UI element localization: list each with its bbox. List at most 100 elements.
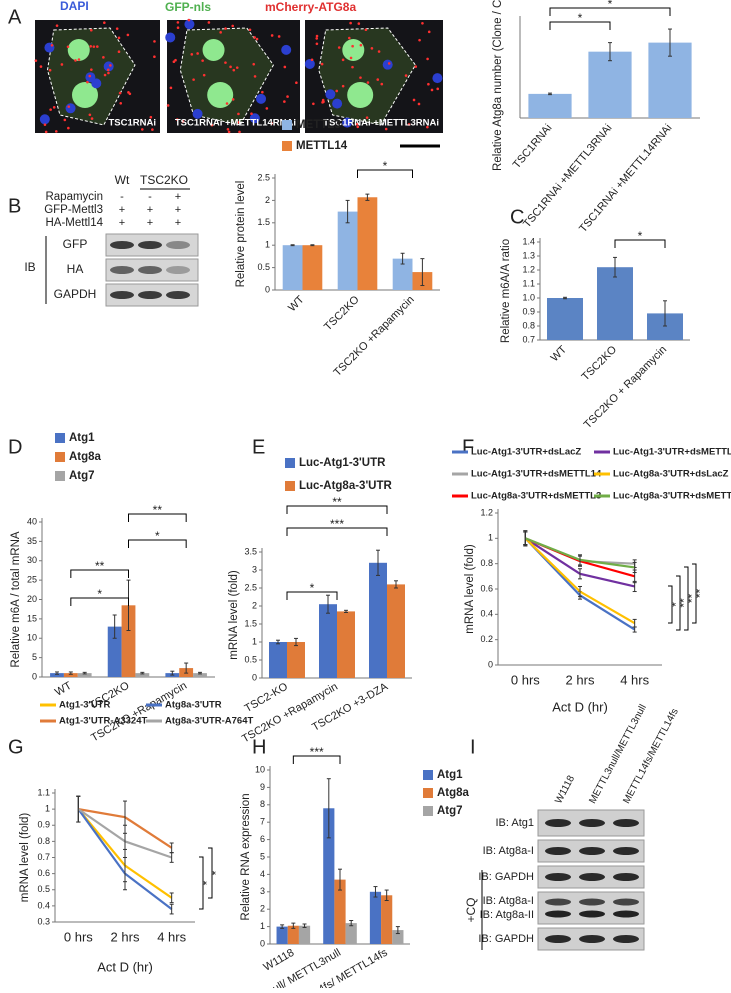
puncta [181, 120, 185, 123]
treatment-label: HA-Mettl14 [45, 217, 103, 229]
y-tick-label: 25 [27, 575, 37, 585]
y-tick-label: 30 [27, 555, 37, 565]
bar [323, 808, 335, 944]
puncta [66, 45, 70, 49]
significance-label: ** [677, 598, 691, 608]
blot-group: +CQ [464, 897, 478, 922]
significance-bracket [199, 856, 204, 910]
puncta [315, 34, 319, 38]
treatment-label: GFP-Mettl3 [44, 204, 103, 216]
puncta [176, 21, 180, 24]
puncta [237, 121, 241, 124]
puncta [364, 28, 368, 32]
blot-row-label: IB: Atg8a-II [480, 909, 534, 921]
puncta [321, 98, 325, 102]
puncta [253, 75, 257, 78]
puncta [115, 27, 119, 30]
legend-label: Atg8a-3'UTR [165, 700, 222, 711]
y-tick-label: 4 [260, 869, 265, 879]
legend-swatch [423, 788, 433, 798]
puncta [50, 43, 54, 47]
puncta [407, 123, 411, 126]
puncta [229, 65, 232, 69]
puncta [117, 36, 121, 40]
y-tick-label: 1.0 [522, 292, 535, 302]
nucleus [202, 39, 225, 61]
y-axis-label: mRNA level (fold) [19, 813, 31, 903]
puncta [60, 63, 64, 66]
puncta [427, 82, 430, 86]
band [166, 291, 190, 299]
blot-strip [537, 891, 645, 925]
y-tick-label: 1.2 [522, 264, 535, 274]
bar [392, 930, 404, 944]
bar [387, 584, 405, 678]
puncta [117, 50, 121, 54]
puncta [67, 126, 70, 130]
y-tick-label: 7 [260, 817, 265, 827]
y-tick-label: 9 [260, 782, 265, 792]
y-tick-label: 0 [488, 659, 493, 669]
y-tick-label: 1.5 [244, 618, 257, 628]
y-tick-label: 1.1 [37, 787, 50, 797]
puncta [295, 81, 298, 85]
y-axis-label: Relative protein level [235, 181, 247, 288]
significance-label: * [578, 11, 583, 25]
y-axis-label: mRNA level (fold) [228, 570, 240, 660]
significance-label: ** [95, 559, 105, 573]
puncta [265, 107, 269, 110]
puncta [255, 37, 259, 41]
puncta [119, 102, 123, 105]
treatment-sign: + [119, 204, 125, 216]
significance-bracket [286, 591, 338, 600]
bar [269, 642, 287, 678]
puncta [417, 102, 421, 106]
line [524, 537, 636, 625]
significance-bracket [128, 513, 187, 522]
dapi [432, 73, 443, 84]
x-tick-label: 2 hrs [111, 929, 140, 944]
puncta [39, 65, 43, 68]
band [138, 266, 162, 274]
band [138, 291, 162, 299]
puncta [176, 26, 180, 30]
y-tick-label: 0.5 [37, 884, 50, 894]
puncta [127, 91, 130, 94]
dapi [165, 32, 176, 43]
puncta [118, 91, 122, 95]
significance-label: * [97, 587, 102, 601]
y-tick-label: 1 [265, 240, 270, 250]
puncta [365, 116, 369, 119]
y-tick-label: 0.8 [37, 836, 50, 846]
puncta [201, 59, 204, 62]
puncta [224, 61, 227, 64]
x-tick-label: 4 hrs [620, 672, 649, 687]
channel-label: DAPI [60, 0, 89, 13]
y-tick-label: 5 [260, 851, 265, 861]
legend-swatch [282, 141, 292, 151]
legend-label: Atg1-3'UTR [59, 700, 110, 711]
puncta [102, 56, 105, 59]
nucleus [72, 82, 98, 108]
significance-bracket [208, 847, 213, 899]
blot-row-label: GFP [63, 237, 88, 251]
puncta [232, 68, 236, 72]
significance-bracket [357, 169, 413, 178]
puncta [90, 68, 93, 71]
significance-label: * [669, 602, 683, 607]
puncta [335, 89, 339, 93]
blot-row-label: IB: GAPDH [478, 933, 534, 945]
significance-bracket [292, 755, 341, 764]
puncta [231, 98, 235, 101]
puncta [283, 100, 286, 103]
puncta [426, 57, 429, 61]
dapi [256, 93, 267, 104]
bar [77, 673, 92, 677]
puncta [106, 68, 110, 72]
y-tick-label: 1 [488, 533, 493, 543]
blot-row-label: IB: Atg8a-I [483, 845, 534, 857]
legend-label: Atg7 [69, 470, 95, 482]
puncta [44, 130, 48, 134]
band [613, 873, 639, 881]
puncta [384, 127, 388, 131]
